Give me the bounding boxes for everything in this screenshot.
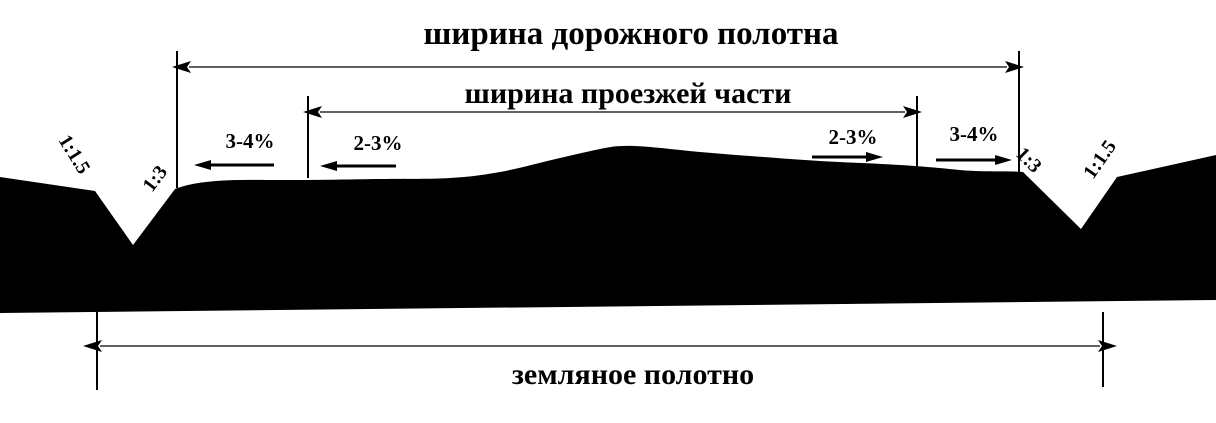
svg-text:ширина проезжей части: ширина проезжей части bbox=[465, 77, 792, 110]
svg-text:земляное полотно: земляное полотно bbox=[512, 358, 754, 391]
svg-text:1:3: 1:3 bbox=[138, 161, 172, 196]
svg-text:1:1.5: 1:1.5 bbox=[1079, 136, 1121, 183]
svg-text:2-3%: 2-3% bbox=[829, 125, 878, 149]
svg-text:3-4%: 3-4% bbox=[950, 122, 999, 146]
svg-text:3-4%: 3-4% bbox=[226, 129, 275, 153]
svg-text:2-3%: 2-3% bbox=[354, 131, 403, 155]
svg-text:1:1.5: 1:1.5 bbox=[54, 131, 95, 178]
svg-text:ширина дорожного полотна: ширина дорожного полотна bbox=[424, 16, 839, 52]
